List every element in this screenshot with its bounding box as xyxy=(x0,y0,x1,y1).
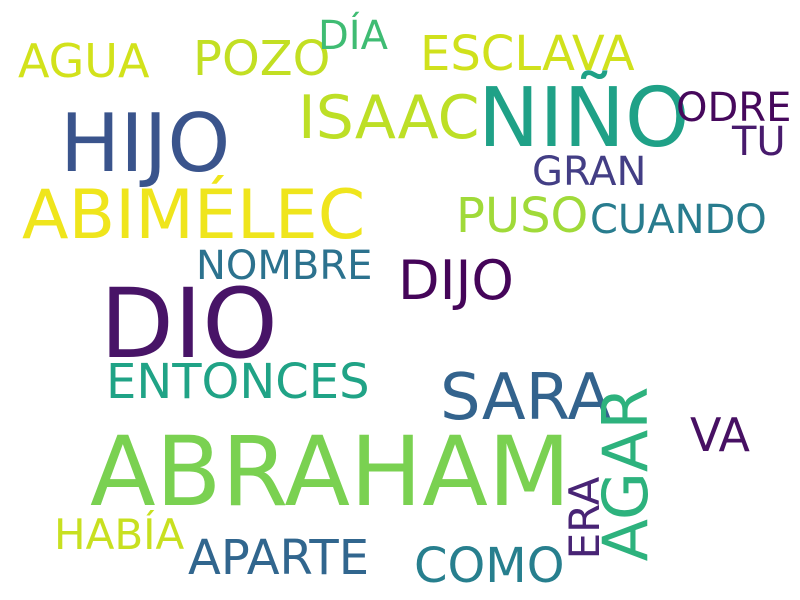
word-agar: AGAR xyxy=(589,386,662,562)
word-isaac: ISAAC xyxy=(298,83,480,153)
word-puso: PUSO xyxy=(456,188,589,244)
word-entonces: ENTONCES xyxy=(106,354,370,410)
word-aparte: APARTE xyxy=(188,530,370,586)
word-nombre: NOMBRE xyxy=(196,243,373,289)
word-abimelec: ABIMÉLEC xyxy=(22,176,366,255)
word-dijo: DIJO xyxy=(398,249,514,312)
word-como: COMO xyxy=(414,538,565,594)
word-hijo: HIJO xyxy=(60,97,231,190)
word-nino: NIÑO xyxy=(478,71,690,166)
word-gran: GRAN xyxy=(532,149,647,195)
word-dio: DIO xyxy=(100,268,278,380)
word-va: VA xyxy=(690,408,750,462)
word-dia: DÍA xyxy=(318,13,388,59)
word-abraham: ABRAHAM xyxy=(90,416,571,528)
word-cuando: CUANDO xyxy=(590,197,767,243)
word-esclava: ESCLAVA xyxy=(420,26,635,82)
word-agua: AGUA xyxy=(18,34,150,88)
word-habia: HABÍA xyxy=(54,510,185,559)
word-sara: SARA xyxy=(440,361,612,435)
word-odre: ODRE xyxy=(676,85,792,131)
word-tu: TU xyxy=(732,119,786,165)
word-pozo: POZO xyxy=(193,31,331,87)
